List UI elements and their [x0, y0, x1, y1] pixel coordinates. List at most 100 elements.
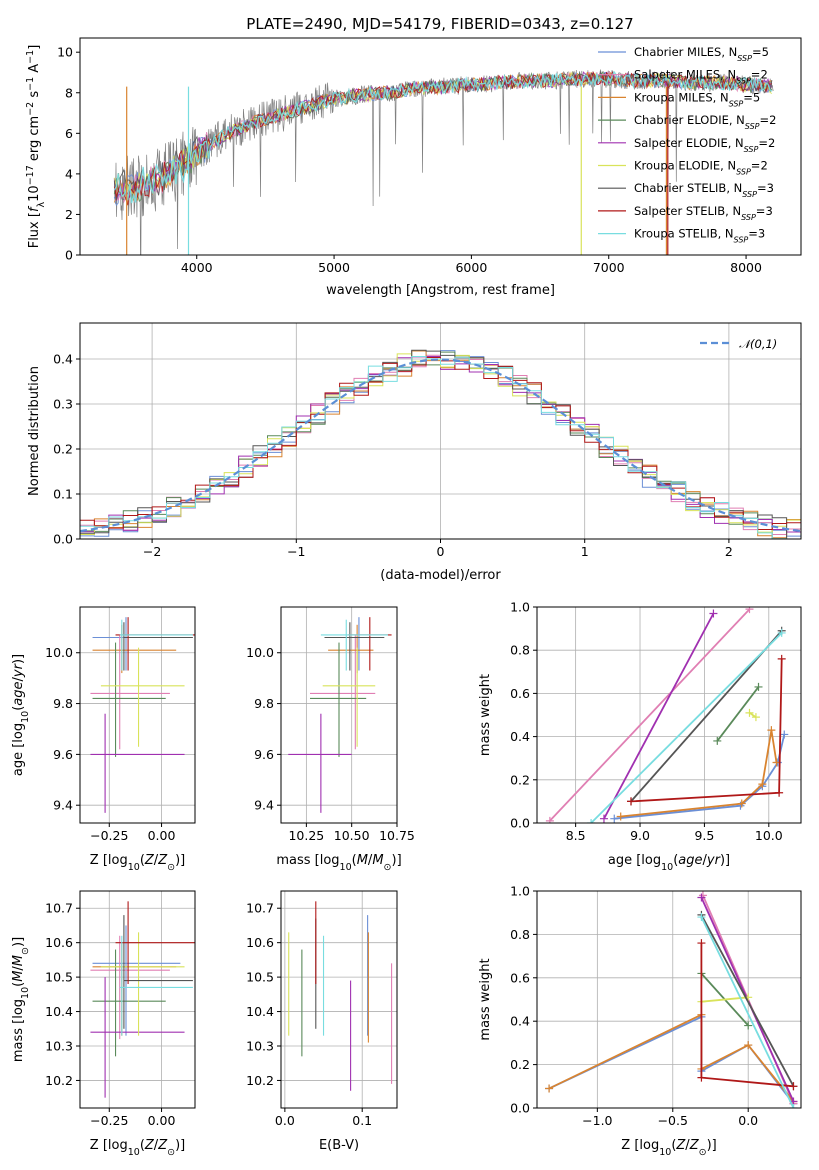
- age_vs_mass-frame: [280, 606, 398, 824]
- mass-weight-point: [627, 797, 636, 806]
- legend-entry: Salpeter MILES, NSSP=2: [634, 68, 768, 86]
- mass-weight-series: [630, 630, 783, 802]
- mass-weight-point: [545, 1084, 554, 1093]
- y-tick-label: 10.0: [45, 645, 73, 660]
- age_vs_Z-frame: [79, 606, 196, 824]
- y-tick-label: 0.0: [510, 816, 530, 831]
- massweight_vs_age-panel: 8.5 9.0 9.5 10.0 0.0 0.2 0.4 0.6 0.8 1.0 age [log1…: [478, 600, 802, 873]
- mass-weight-series: [700, 916, 795, 1108]
- y-tick-label: 0.8: [510, 643, 530, 658]
- mass-weight-series: [590, 632, 783, 823]
- massweight_vs_Z-frame: [536, 890, 802, 1109]
- mass_vs_EBV-errorbars: [288, 901, 393, 1091]
- y-tick-label: 0: [65, 248, 73, 263]
- y-tick-label: 0.4: [510, 1014, 530, 1029]
- x-tick-label: −1: [287, 544, 305, 559]
- residual-histograms: [80, 349, 801, 539]
- gaussian-legend-label: 𝒩(0,1): [739, 337, 777, 351]
- massweight_vs_Z-ylabel: mass weight: [478, 958, 493, 1040]
- y-tick-label: 10.5: [246, 970, 274, 985]
- y-tick-label: 10.7: [45, 901, 73, 916]
- mass_vs_EBV-frame: [280, 890, 398, 1109]
- mass_vs_Z-panel: −0.25 0.00 10.2 10.3 10.4 10.5 10.6 10.7 Z [log1…: [11, 890, 196, 1158]
- mass_vs_Z-ylabel: mass [log10(M/M⊙)]: [11, 937, 31, 1062]
- y-tick-label: 9.4: [254, 798, 274, 813]
- y-tick-label: 0.8: [510, 927, 530, 942]
- y-tick-label: 10.7: [246, 901, 274, 916]
- residual-ylabel: Normed distribution: [27, 366, 42, 496]
- massweight_vs_age-xlabel: age [log10(age/yr)]: [608, 853, 730, 873]
- age_vs_Z-ylabel: age [log10(age/yr)]: [11, 654, 31, 776]
- age_vs_Z-errorbars: [90, 617, 195, 813]
- residual-histogram: [80, 356, 801, 533]
- x-tick-label: 10.25: [288, 828, 324, 843]
- spectrum-xlabel: wavelength [Angstrom, rest frame]: [326, 283, 555, 298]
- y-tick-label: 9.8: [254, 696, 274, 711]
- mass-weight-point: [697, 913, 706, 922]
- massweight_vs_age-frame: [536, 606, 802, 824]
- spectrum-ylabel: Flux [fλ10−17 erg cm−2 s−1 A−1]: [25, 45, 47, 249]
- x-tick-label: 1: [581, 544, 589, 559]
- age_vs_mass-errorbars: [288, 617, 392, 813]
- y-tick-label: 0.6: [510, 686, 530, 701]
- age_vs_Z-xlabel: Z [log10(Z/Z⊙)]: [90, 853, 185, 873]
- legend-entry: Kroupa STELIB, NSSP=3: [634, 227, 765, 245]
- mass-weight-point: [737, 799, 746, 808]
- mass_vs_EBV-xlabel: E(B-V): [319, 1138, 359, 1153]
- mass-weight-point: [775, 788, 784, 797]
- age_vs_mass-xlabel: mass [log10(M/M⊙)]: [276, 853, 401, 873]
- residual-xlabel: (data-model)/error: [380, 568, 501, 583]
- mass_vs_Z-errorbars: [90, 901, 195, 1098]
- y-tick-label: 10.4: [246, 1004, 274, 1019]
- x-tick-label: 0.0: [275, 1113, 295, 1128]
- mass-weight-series: [549, 608, 751, 822]
- residual-histogram: [80, 350, 801, 539]
- mass-weight-point: [744, 1021, 753, 1030]
- legend-entry: Salpeter STELIB, NSSP=3: [634, 204, 773, 222]
- legend-entry: Chabrier MILES, NSSP=5: [634, 45, 769, 63]
- mass-weight-point: [709, 609, 718, 618]
- x-tick-label: 0: [437, 544, 445, 559]
- massweight_vs_age-ylabel: mass weight: [478, 674, 493, 756]
- mass-weight-point: [545, 816, 554, 823]
- residual-histogram: [80, 351, 801, 539]
- age_vs_Z-panel: −0.25 0.00 9.4 9.6 9.8 10.0 Z [log10(Z/Z⊙)] age…: [11, 606, 196, 873]
- mass-weight-point: [587, 819, 596, 823]
- mass-weight-point: [751, 713, 760, 722]
- x-tick-label: −0.25: [90, 1113, 128, 1128]
- mass-weight-point: [789, 1104, 798, 1108]
- y-tick-label: 10.3: [45, 1039, 73, 1054]
- x-tick-label: 6000: [455, 260, 487, 275]
- y-tick-label: 10.0: [246, 645, 274, 660]
- legend-entry: Salpeter ELODIE, NSSP=2: [634, 136, 775, 154]
- y-tick-label: 10.4: [45, 1004, 73, 1019]
- massweight_vs_Z-series: [545, 891, 798, 1108]
- x-tick-label: −2: [143, 544, 161, 559]
- mass-weight-series: [700, 914, 795, 1087]
- residual-histogram: [80, 357, 801, 539]
- mass-weight-point: [780, 730, 789, 739]
- y-tick-label: 0.2: [510, 772, 530, 787]
- y-tick-label: 8: [65, 85, 73, 100]
- spectrum-frame: [79, 37, 802, 256]
- x-tick-label: 10.0: [755, 828, 783, 843]
- mass-weight-point: [767, 726, 776, 735]
- massweight_vs_Z-xlabel: Z [log10(Z/Z⊙)]: [621, 1138, 716, 1158]
- y-tick-label: 0.2: [53, 442, 73, 457]
- x-tick-label: 0.1: [352, 1113, 372, 1128]
- mass-weight-point: [610, 814, 619, 823]
- gaussian-curve: [80, 358, 801, 533]
- mass-weight-series: [716, 686, 760, 742]
- mass_vs_EBV-panel: 0.0 0.1 10.2 10.3 10.4 10.5 10.6 10.7 E(B-V): [246, 890, 398, 1153]
- x-tick-label: 5000: [318, 260, 350, 275]
- age_vs_mass-panel: 10.25 10.50 10.75 9.4 9.6 9.8 10.0 mass [log10(…: [246, 606, 415, 873]
- spectrum-panel: 4000 5000 6000 7000 8000 0 2 4 6 8 10 wavelength [A…: [25, 37, 802, 298]
- residual-panel: −2 −1 0 1 2 0.0 0.1 0.2 0.3 0.4 (data-model)/error…: [27, 322, 802, 583]
- model-spectrum: [113, 70, 773, 204]
- y-tick-label: 0.4: [510, 729, 530, 744]
- massweight_vs_age-series: [545, 607, 789, 823]
- x-tick-label: 2: [725, 544, 733, 559]
- mass-weight-point: [754, 682, 763, 691]
- y-tick-label: 10.6: [45, 935, 73, 950]
